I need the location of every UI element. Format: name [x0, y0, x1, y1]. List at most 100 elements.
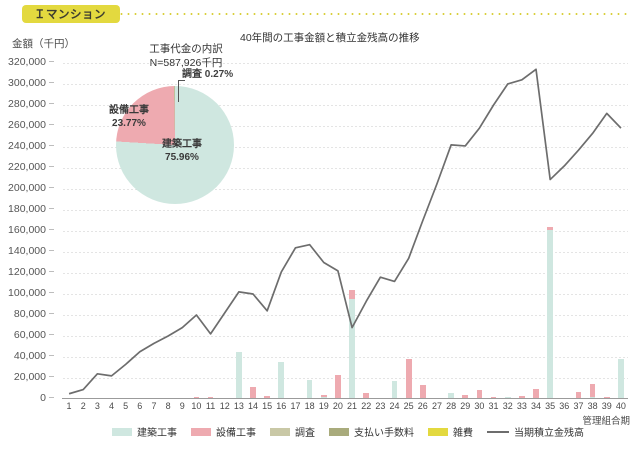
bar-column [363, 392, 370, 399]
bar-column [236, 351, 242, 399]
gridline [62, 147, 628, 148]
pie-title-line2: N=587,926千円 [149, 57, 223, 70]
bar-segment [349, 299, 355, 399]
pie-chart [116, 86, 234, 204]
chart-legend: 建築工事 設備工事 調査 支払い手数料 雑費 当期積立金残高 [112, 424, 584, 439]
bar-segment [589, 396, 596, 399]
bar-segment [391, 381, 398, 399]
x-axis-tick-label: 27 [431, 401, 442, 411]
y-tick-dash [49, 334, 54, 335]
x-axis-tick-label: 16 [276, 401, 287, 411]
legend-item[interactable]: 調査 [270, 424, 315, 439]
gridline [62, 273, 628, 274]
bar-segment [405, 359, 412, 399]
bar-segment [519, 395, 525, 399]
gridline [62, 378, 628, 379]
gridline [62, 357, 628, 358]
x-axis-tick-label: 33 [516, 401, 527, 411]
x-axis-tick-label: 36 [559, 401, 570, 411]
y-axis-tick-label: 0 [0, 392, 54, 404]
x-axis-tick-label: 35 [545, 401, 556, 411]
bar-segment [504, 396, 511, 399]
pie-label-kenchiku: 建築工事 75.96% [142, 138, 222, 164]
line-series-group [68, 68, 622, 395]
bar-column [618, 359, 624, 399]
y-axis-tick-label: 320,000 [0, 56, 54, 68]
x-axis-tick-label: 6 [137, 401, 143, 411]
y-tick-dash [49, 187, 54, 188]
legend-item[interactable]: 設備工事 [191, 424, 256, 439]
bar-column [405, 359, 412, 399]
x-axis-tick-label: 23 [375, 401, 386, 411]
bar-column [533, 388, 539, 399]
chart-plot-area: 0 20,000 40,000 60,000 80,000 100,000 120,000 1… [8, 56, 628, 411]
legend-color-swatch [329, 427, 349, 436]
pie-label-kenchiku-pct: 75.96% [165, 152, 199, 163]
legend-item[interactable]: 建築工事 [112, 424, 177, 439]
bar-segment [349, 289, 355, 300]
bar-segment [547, 227, 553, 230]
x-axis-tick-label: 26 [417, 401, 428, 411]
x-axis-tick-label: 18 [304, 401, 315, 411]
bar-segment [306, 380, 313, 399]
y-tick-dash [49, 124, 54, 125]
bar-column [547, 227, 553, 399]
x-axis-tick-label: 13 [233, 401, 244, 411]
y-axis-label: 金額（千円） [12, 38, 75, 50]
gridline [62, 63, 628, 64]
x-axis-label: 管理組合期 [582, 416, 630, 427]
y-tick-dash [49, 82, 54, 83]
legend-color-swatch [191, 427, 211, 436]
pie-label-setsubi-pct: 23.77% [112, 118, 146, 129]
bar-column [278, 362, 285, 399]
legend-label: 支払い手数料 [354, 428, 414, 439]
y-tick-dash [49, 250, 54, 251]
y-tick-dash [49, 166, 54, 167]
bar-segment [250, 387, 256, 399]
y-tick-dash [49, 292, 54, 293]
y-tick-dash [49, 355, 54, 356]
legend-label: 当期積立金残高 [514, 428, 584, 439]
x-axis-tick-label: 37 [573, 401, 584, 411]
bar-column [320, 394, 327, 399]
legend-item[interactable]: 雑費 [428, 424, 473, 439]
y-axis-tick-label: 160,000 [0, 224, 54, 236]
gridline [62, 189, 628, 190]
pie-title: 工事代金の内訳 N=587,926千円 [96, 42, 276, 70]
bar-segment [264, 395, 270, 399]
bar-column [519, 395, 525, 399]
y-axis-tick-label: 200,000 [0, 182, 54, 194]
legend-line-marker [487, 430, 509, 433]
y-axis-tick-label: 20,000 [0, 371, 54, 383]
y-axis-tick-label: 240,000 [0, 140, 54, 152]
gridline [62, 84, 628, 85]
legend-item[interactable]: 当期積立金残高 [487, 424, 584, 439]
bar-segment [547, 229, 553, 399]
pie-label-setsubi: 設備工事 23.77% [98, 104, 160, 130]
bar-column [603, 396, 610, 399]
x-axis-tick-label: 10 [191, 401, 202, 411]
gridline [62, 105, 628, 106]
x-axis-tick-label: 34 [531, 401, 542, 411]
y-tick-dash [49, 313, 54, 314]
legend-item[interactable]: 支払い手数料 [329, 424, 414, 439]
y-tick-dash [49, 103, 54, 104]
bar-column [306, 380, 313, 399]
x-axis-tick-label: 15 [262, 401, 273, 411]
pie-label-kenchiku-name: 建築工事 [162, 139, 202, 150]
bar-segment [603, 396, 610, 399]
x-axis-tick-label: 9 [179, 401, 185, 411]
bar-segment [320, 394, 327, 397]
y-tick-dash [49, 145, 54, 146]
bar-column [349, 289, 355, 399]
x-axis-tick-label: 3 [94, 401, 100, 411]
y-axis-tick-label: 180,000 [0, 203, 54, 215]
gridline [62, 294, 628, 295]
x-axis-tick-label: 38 [587, 401, 598, 411]
x-axis-tick-label: 11 [205, 401, 216, 411]
y-tick-dash [49, 397, 54, 398]
x-axis-tick-label: 17 [290, 401, 301, 411]
pie-label-setsubi-name: 設備工事 [109, 105, 149, 116]
y-axis-tick-label: 120,000 [0, 266, 54, 278]
bar-segment [448, 392, 454, 399]
